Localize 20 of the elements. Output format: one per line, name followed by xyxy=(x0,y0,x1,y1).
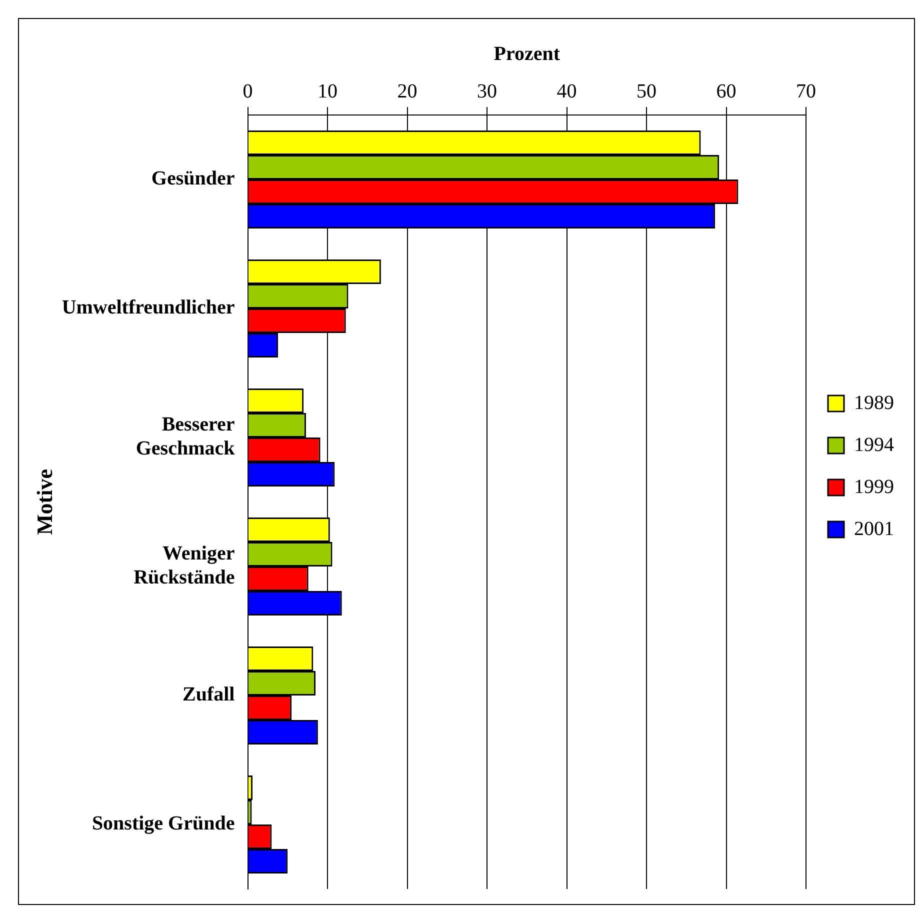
y-tick-label: Sonstige Gründe xyxy=(92,812,235,835)
x-tick-label: 30 xyxy=(477,80,497,102)
legend-label: 2001 xyxy=(854,518,894,540)
legend-label: 1989 xyxy=(854,392,894,414)
y-axis-title: Motive xyxy=(32,468,57,535)
x-tick-label: 0 xyxy=(242,80,253,102)
y-tick-label: Zufall xyxy=(182,684,236,706)
x-tick-label: 60 xyxy=(716,80,736,102)
y-tick-label: Umweltfreundlicher xyxy=(62,296,235,319)
x-tick-label: 40 xyxy=(556,80,577,102)
legend-label: 1994 xyxy=(854,434,894,456)
x-tick-label: 50 xyxy=(636,80,656,102)
x-tick-label: 70 xyxy=(796,80,816,102)
y-tick-label: Gesünder xyxy=(151,168,235,190)
x-tick-label: 20 xyxy=(397,80,418,102)
y-tick-label: Besserer Geschmack xyxy=(136,414,236,460)
x-tick-label: 10 xyxy=(318,80,338,102)
y-tick-label: Weniger Rückstände xyxy=(134,542,235,589)
legend-label: 1999 xyxy=(854,476,894,498)
x-axis-title: Prozent xyxy=(494,43,560,66)
